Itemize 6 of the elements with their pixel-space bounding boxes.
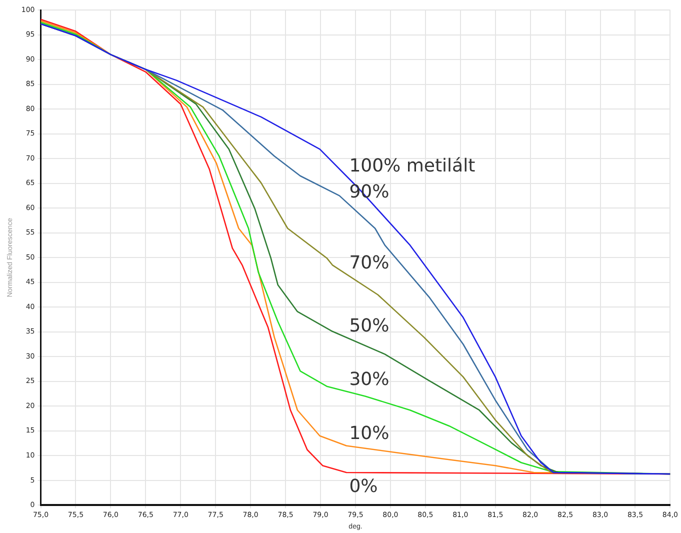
series-label: 10%: [349, 422, 390, 444]
series-label: 50%: [349, 315, 390, 336]
series-label: 70%: [349, 252, 390, 274]
series-label: 30%: [349, 368, 390, 390]
series-label: 100% metilált: [349, 156, 476, 177]
series-label: 0%: [349, 476, 378, 498]
